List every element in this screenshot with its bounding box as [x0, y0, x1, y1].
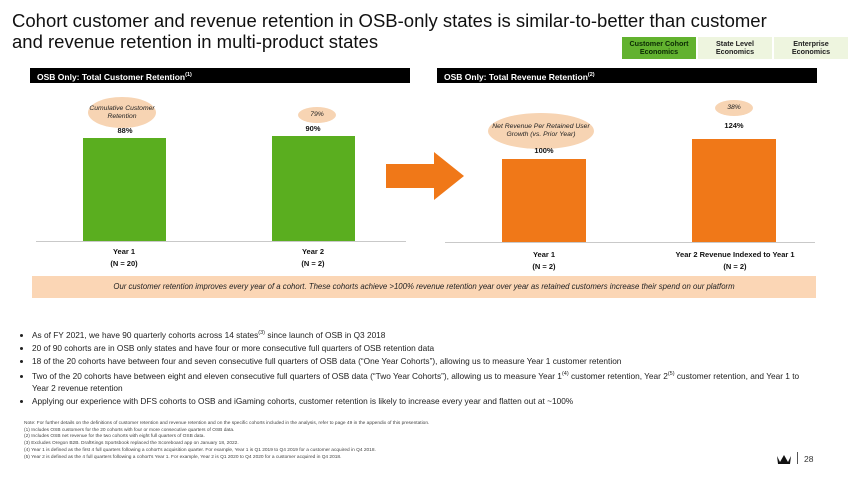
revenue-growth-bubble: 38%: [715, 100, 753, 116]
cumulative-retention-bubble: Cumulative Customer Retention: [88, 97, 156, 128]
retention-growth-bubble: 79%: [298, 107, 336, 123]
tab-state-level-economics[interactable]: State Level Economics: [698, 37, 772, 59]
bar-year1: [83, 138, 166, 241]
x-note-rev-year2: (N = 2): [723, 262, 747, 271]
x-label-year1: Year 1: [112, 247, 136, 256]
net-revenue-growth-bubble: Net Revenue Per Retained User Growth (vs…: [488, 113, 594, 149]
bar-label-year2: 90%: [305, 124, 321, 133]
callout-banner: Our customer retention improves every ye…: [32, 276, 816, 298]
x-note-year2: (N = 2): [301, 259, 325, 268]
x-label-year2: Year 2: [301, 247, 325, 256]
footnote: (2) Includes OSB net revenue for the two…: [24, 434, 205, 440]
footnotes: Note: For further details on the definit…: [24, 421, 744, 461]
right-panel-title: OSB Only: Total Revenue Retention: [444, 71, 588, 82]
footnote: (4) Year 1 is defined as the first 4 ful…: [24, 447, 376, 453]
bullet-item: 18 of the 20 cohorts have between four a…: [32, 355, 812, 367]
crown-logo-icon: [777, 455, 791, 464]
bar-label-rev-year1: 100%: [534, 146, 554, 155]
bar-year2: [272, 135, 355, 241]
page-divider: [797, 452, 798, 464]
bullet-list: As of FY 2021, we have 90 quarterly coho…: [22, 327, 812, 408]
bullet-item: Applying our experience with DFS cohorts…: [32, 395, 812, 407]
page-number: 28: [804, 454, 814, 464]
x-label-rev-year2: Year 2 Revenue Indexed to Year 1: [675, 250, 795, 259]
left-panel-footnote-ref: (1): [185, 72, 192, 78]
x-label-rev-year1: Year 1: [532, 250, 556, 259]
left-panel-title: OSB Only: Total Customer Retention: [37, 71, 186, 82]
bullet-item: Two of the 20 cohorts have between eight…: [32, 368, 812, 394]
left-chart-axis: [36, 241, 406, 242]
right-panel-footnote-ref: (2): [587, 72, 595, 78]
x-note-year1: (N = 20): [110, 259, 138, 268]
right-arrow-icon: [386, 152, 464, 200]
left-panel-header: OSB Only: Total Customer Retention(1): [30, 68, 410, 83]
tab-enterprise-economics[interactable]: Enterprise Economics: [774, 37, 848, 59]
footnote: Note: For further details on the definit…: [24, 421, 430, 426]
bullet-item: As of FY 2021, we have 90 quarterly coho…: [32, 327, 812, 341]
bar-rev-year1: [502, 159, 586, 242]
bar-label-rev-year2: 124%: [724, 121, 744, 130]
footnote: (3) Excludes Oregon B2B. DraftKings Spor…: [24, 441, 239, 447]
bar-rev-year2: [692, 139, 776, 242]
footnote: (5) Year 2 is defined as the 4 full quar…: [24, 454, 342, 460]
page-title: Cohort customer and revenue retention in…: [12, 10, 767, 52]
bullet-item: 20 of 90 cohorts are in OSB only states …: [32, 342, 812, 354]
tab-customer-cohort-economics[interactable]: Customer Cohort Economics: [622, 37, 696, 59]
right-panel-header: OSB Only: Total Revenue Retention(2): [437, 68, 817, 83]
bar-label-year1: 88%: [117, 126, 133, 135]
footnote: (1) Includes OSB customers for the 20 co…: [24, 427, 235, 433]
section-tabs: Customer Cohort Economics State Level Ec…: [622, 37, 850, 59]
right-chart-axis: [445, 242, 815, 243]
x-note-rev-year1: (N = 2): [532, 262, 556, 271]
